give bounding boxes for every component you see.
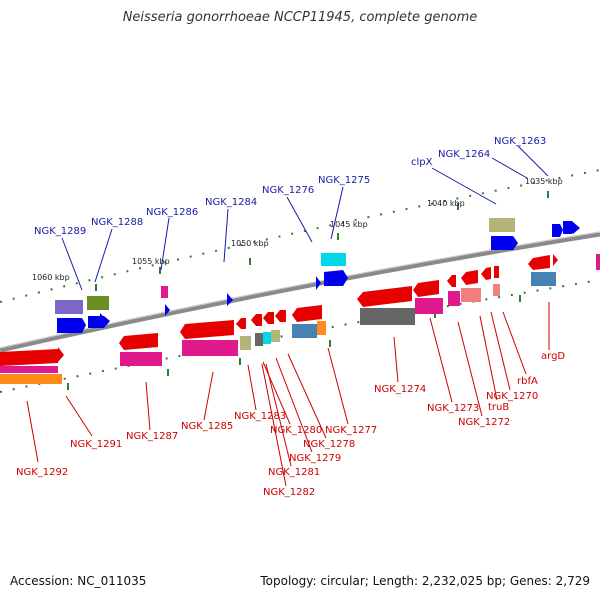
- gene-arrow: [316, 276, 321, 290]
- gene-arrow: [100, 313, 106, 326]
- gene-arrow: [528, 255, 550, 270]
- gene-arrow: [552, 224, 563, 237]
- scale-label: 1060 kbp: [32, 273, 70, 282]
- gene-arrow: [227, 293, 233, 306]
- scale-label: 1035 kbp: [525, 177, 563, 186]
- gene-label-top: clpX: [411, 157, 433, 168]
- gene-label-bottom: NGK_1281: [268, 467, 320, 478]
- gene-arrow: [275, 310, 286, 322]
- gene-box: [448, 291, 460, 306]
- gene-box: [292, 324, 317, 338]
- gene-label-top: NGK_1275: [318, 175, 370, 186]
- gene-arrow: [413, 280, 439, 297]
- gene-box: [240, 336, 251, 350]
- genome-backbone-highlight: [0, 231, 600, 349]
- gene-label-bottom: argD: [541, 351, 565, 362]
- gene-arrow: [57, 318, 86, 333]
- gene-box: [596, 254, 600, 270]
- gene-box: [415, 298, 443, 314]
- gene-arrow: [461, 270, 478, 285]
- gene-box: [271, 330, 280, 342]
- gene-arrow: [481, 267, 491, 280]
- gene-label-bottom: NGK_1274: [374, 384, 426, 395]
- gene-arrow: [58, 347, 64, 362]
- gene-label-bottom: NGK_1272: [458, 417, 510, 428]
- genome-backbone: [0, 231, 600, 353]
- gene-arrow: [236, 318, 246, 329]
- gene-arrow: [263, 312, 274, 324]
- gene-label-bottom: NGK_1270: [486, 391, 538, 402]
- gene-label-bottom: NGK_1283: [234, 411, 286, 422]
- gene-label-bottom: NGK_1280: [270, 425, 322, 436]
- gene-box: [255, 333, 263, 346]
- gene-box: [55, 300, 83, 314]
- gene-label-bottom: NGK_1277: [325, 425, 377, 436]
- gene-label-bottom: NGK_1292: [16, 467, 68, 478]
- gene-box: [489, 218, 515, 232]
- reverse-genes: [0, 254, 600, 384]
- accession-text: Accession: NC_011035: [10, 574, 147, 588]
- gene-box: [0, 366, 58, 373]
- gene-box: [182, 340, 238, 356]
- gene-arrow: [324, 270, 348, 286]
- genome-summary-text: Topology: circular; Length: 2,232,025 bp…: [260, 574, 590, 588]
- forward-genes: [55, 218, 580, 333]
- gene-box: [87, 296, 109, 310]
- gene-label-bottom: NGK_1279: [289, 453, 341, 464]
- gene-arrow: [494, 266, 499, 278]
- gene-label-bottom: NGK_1287: [126, 431, 178, 442]
- gene-label-top: NGK_1263: [494, 136, 546, 147]
- gene-arrow: [491, 236, 518, 250]
- top-leaders: [61, 145, 549, 291]
- gene-label-top: NGK_1264: [438, 149, 490, 160]
- gene-box: [317, 321, 326, 335]
- gene-arrow: [165, 304, 170, 316]
- major-ticks-upper: [95, 191, 549, 291]
- gene-box: [531, 272, 556, 286]
- gene-label-top: NGK_1286: [146, 207, 198, 218]
- gene-arrow: [447, 275, 456, 287]
- gene-box: [0, 374, 62, 384]
- scale-label: 1055 kbp: [132, 257, 170, 266]
- gene-box: [263, 332, 271, 344]
- gene-label-bottom: NGK_1291: [70, 439, 122, 450]
- gene-box: [493, 284, 500, 296]
- gene-arrow: [251, 314, 262, 326]
- map-title: Neisseria gonorrhoeae NCCP11945, complet…: [122, 10, 478, 25]
- gene-arrow: [357, 286, 412, 307]
- gene-label-bottom: NGK_1278: [303, 439, 355, 450]
- gene-arrow: [180, 320, 234, 339]
- gene-label-bottom: NGK_1285: [181, 421, 233, 432]
- gene-label-top: NGK_1284: [205, 197, 257, 208]
- bottom-leaders: [26, 302, 550, 487]
- scale-label: 1040 kbp: [427, 199, 465, 208]
- gene-arrow: [119, 333, 158, 350]
- scale-label: 1045 kbp: [330, 220, 368, 229]
- gene-label-top: NGK_1289: [34, 226, 86, 237]
- gene-box: [360, 308, 415, 325]
- gene-label-bottom: rbfA: [517, 376, 538, 387]
- gene-arrow: [573, 222, 580, 234]
- gene-label-bottom: truB: [488, 402, 509, 413]
- scale-label: 1050 kbp: [231, 239, 269, 248]
- gene-label-top: NGK_1276: [262, 185, 314, 196]
- gene-arrow: [292, 305, 322, 322]
- gene-box: [120, 352, 162, 366]
- gene-arrow: [0, 349, 58, 366]
- gene-arrow: [553, 254, 558, 266]
- gene-label-top: NGK_1288: [91, 217, 143, 228]
- gene-box: [321, 253, 346, 266]
- gene-box: [161, 286, 168, 298]
- gene-label-bottom: NGK_1282: [263, 487, 315, 498]
- gene-label-bottom: NGK_1273: [427, 403, 479, 414]
- gene-box: [461, 288, 481, 302]
